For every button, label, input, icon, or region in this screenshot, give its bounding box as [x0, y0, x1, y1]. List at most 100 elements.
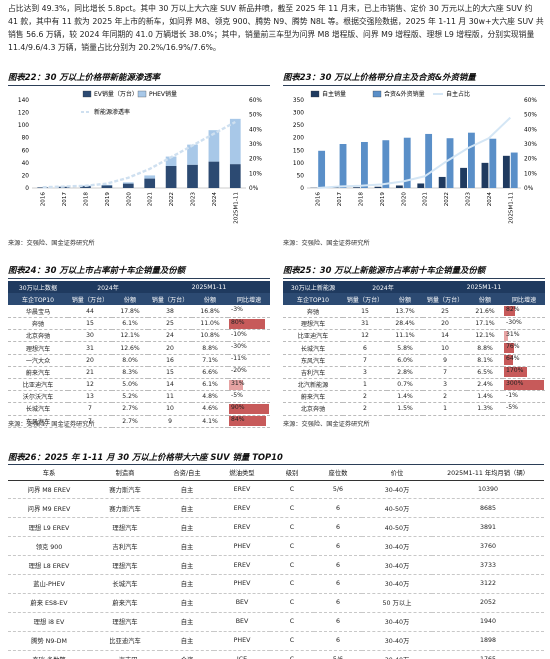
bar-phev: [165, 156, 177, 166]
y-tick-label: 100: [293, 161, 304, 167]
growth-bar: -5%: [229, 392, 269, 402]
table-cell: 21: [68, 366, 112, 380]
table-cell: 12.1%: [112, 329, 149, 343]
table-cell: BEV: [214, 612, 270, 632]
table-cell: 82%: [503, 305, 546, 319]
table-row: 蓝山-PHEV 长城汽车 自主 PHEV C 6 30-40万 3122: [8, 574, 544, 594]
table-cell: 吉利汽车: [283, 366, 343, 380]
legend-label: 合资&外资销量: [384, 90, 425, 98]
table-cell: 自主: [160, 555, 214, 575]
table-cell: 12.1%: [467, 329, 504, 343]
table-cell: 理想汽车: [8, 341, 68, 355]
header-cell: 份额: [478, 296, 492, 304]
table-cell: 10: [148, 402, 193, 416]
line-share: [317, 116, 511, 189]
legend-swatch: [82, 90, 92, 98]
table-cell: 12.6%: [112, 341, 149, 355]
x-tick-label: 2021: [148, 192, 154, 207]
table-cell: 84%: [228, 415, 271, 428]
table-cell: 比亚迪汽车: [90, 631, 160, 651]
x-tick-label: 2022: [444, 192, 450, 206]
table-cell: 1940: [432, 612, 544, 632]
table-cell: 10: [423, 341, 468, 355]
y2-tick-label: 20%: [524, 157, 537, 163]
table-row: 蔚来汽车 2 1.4% 2 1.4% -1%: [283, 390, 546, 404]
table-cell: 3: [343, 366, 387, 380]
table-cell: 20: [68, 354, 112, 367]
header-cell: 2025M1-11: [466, 283, 502, 291]
x-tick-label: 2022: [169, 192, 175, 206]
table-cell: 20: [423, 317, 468, 331]
table-cell: 自主: [160, 574, 214, 594]
table-row: 奇瑞 多数擎一汽丰田合资ICEC5/630-40万1765: [8, 650, 544, 659]
table-row: 长城汽车 6 5.8% 10 8.8% 76%: [283, 341, 546, 355]
figure-26-title: 图表26：2025 年 1-11 月 30 万以上价格带大六座 SUV 销量 T…: [8, 452, 283, 462]
x-tick-label: 2020: [401, 192, 407, 207]
bar-ev: [165, 166, 177, 188]
table-cell: 1: [343, 378, 387, 392]
table-cell: 3891: [432, 517, 544, 538]
table-cell: 30-40万: [362, 555, 432, 575]
y2-tick-label: 60%: [249, 98, 262, 104]
y-tick-label: 250: [293, 123, 304, 129]
table-cell: 3: [423, 378, 468, 392]
y-tick-label: 60: [22, 148, 30, 154]
growth-value: 90%: [231, 403, 245, 411]
y-tick-label: 140: [18, 98, 29, 104]
growth-value: -30%: [231, 343, 247, 351]
y-tick-label: 120: [18, 111, 29, 117]
legend-swatch: [310, 90, 320, 98]
table-cell: C: [270, 612, 314, 632]
table-cell: 理想 i8 EV: [8, 612, 90, 632]
growth-bar: -5%: [504, 404, 544, 414]
growth-value: 31%: [506, 330, 520, 338]
growth-value: -10%: [231, 330, 247, 338]
table-cell: 1765: [432, 650, 544, 659]
table-cell: 90%: [228, 402, 271, 416]
table-cell: 38: [148, 305, 193, 319]
table-cell: 6: [314, 612, 362, 632]
table-row: 问界 M8 EREV 赛力斯汽车 自主 EREV C 5/6 30-40万 10390: [8, 480, 544, 500]
table-cell: -5%: [503, 402, 546, 416]
table-cell: 一汽大众: [8, 354, 68, 367]
table-cell: 12: [343, 329, 387, 343]
table-cell: 8.8%: [192, 341, 229, 355]
table-cell: 9: [148, 415, 193, 428]
bar-phev: [144, 175, 156, 179]
table-cell: 8.8%: [467, 341, 504, 355]
table-cell: 2052: [432, 593, 544, 613]
table-row: 理想 L8 EREV 理想汽车 自主 EREV C 6 30-40万 3733: [8, 555, 544, 575]
x-tick-label: 2023: [466, 192, 472, 207]
x-tick-label: 2024: [212, 192, 218, 207]
table-cell: 吉利汽车: [90, 536, 160, 557]
growth-bar: 300%: [504, 379, 545, 390]
bar-domestic: [460, 167, 467, 188]
table-cell: 5/6: [314, 480, 362, 500]
table-cell: 2: [343, 390, 387, 404]
table-cell: 问界 M9 EREV: [8, 498, 90, 519]
table-row: 理想 i8 EV 理想汽车 自主 BEV C 6 30-40万 1940: [8, 612, 544, 632]
table-cell: 东风汽车: [8, 415, 68, 428]
table-cell: 31: [68, 341, 112, 355]
legend-label: EV销量（万台）: [94, 90, 138, 98]
figure-25-title: 图表25：30 万以上新能源市占率前十车企销量及份额: [283, 265, 486, 275]
intro-paragraph: 占比达到 49.3%，同比增长 5.8pct。其中 30 万以上大六座 SUV …: [8, 4, 544, 52]
table-cell: 长城汽车: [283, 341, 343, 355]
legend-swatch: [137, 90, 147, 98]
figure-24-rule: [8, 278, 270, 279]
table-cell: 21.6%: [467, 305, 504, 319]
legend-label: PHEV销量: [149, 90, 177, 98]
table-cell: 30-40万: [362, 650, 432, 659]
table-cell: 5.8%: [387, 341, 424, 355]
table-cell: BEV: [214, 593, 270, 613]
table-cell: 6.1%: [192, 378, 229, 392]
table-cell: 奔驰: [8, 317, 68, 331]
figure-24-title: 图表24：30 万以上市占率前十车企销量及份额: [8, 265, 185, 275]
growth-bar: 84%: [229, 416, 269, 427]
line-share: [42, 120, 236, 189]
table-cell: 6: [314, 555, 362, 575]
table-row: 蔚来 ES8-EV 蔚来汽车 自主 BEV C 6 50 万以上 2052: [8, 593, 544, 613]
growth-bar: 64%: [504, 355, 544, 366]
table-cell: 领克 900: [8, 536, 90, 557]
table-cell: PHEV: [214, 631, 270, 651]
